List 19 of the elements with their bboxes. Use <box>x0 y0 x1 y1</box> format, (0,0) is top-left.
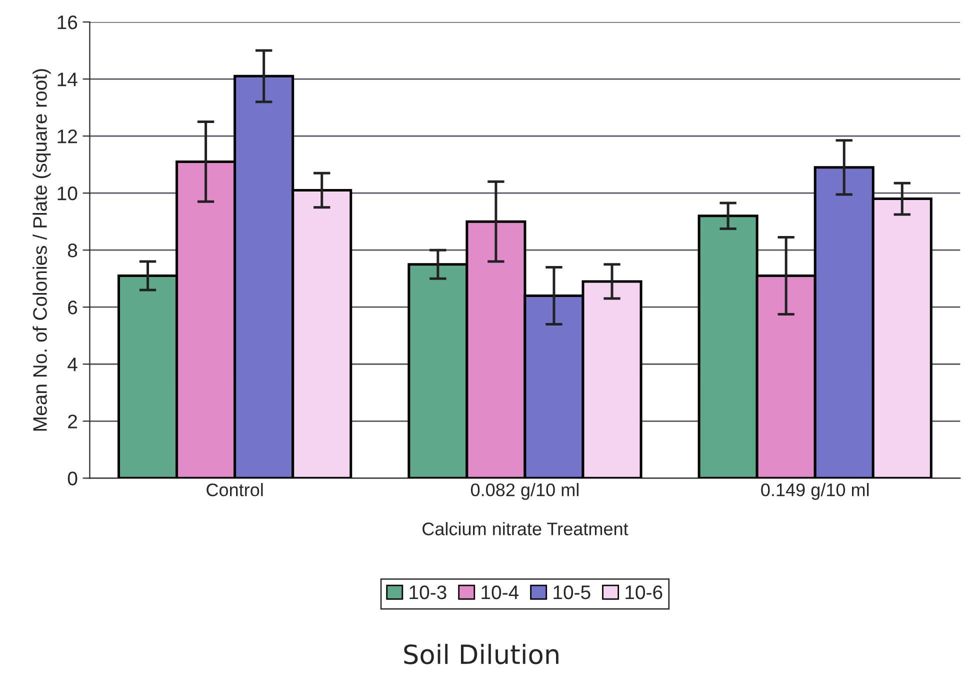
legend-label: 10-5 <box>554 585 590 600</box>
x-axis-title: Calcium nitrate Treatment <box>422 522 628 536</box>
y-tick-label: 14 <box>58 72 78 86</box>
legend-label: 10-6 <box>626 585 662 600</box>
y-tick-label: 0 <box>68 472 78 486</box>
y-axis-title: Mean No. of Colonies / Plate (square root) <box>32 69 51 431</box>
y-tick-label: 8 <box>68 244 78 258</box>
x-tick-label: 0.082 g/10 ml <box>470 483 578 500</box>
legend-label: 10-4 <box>482 585 519 600</box>
y-tick-label: 10 <box>58 186 78 200</box>
y-tick-label: 16 <box>58 15 78 30</box>
legend-title: Soil Dilution <box>404 644 558 664</box>
legend-label: 10-3 <box>410 585 446 600</box>
y-tick-label: 6 <box>68 300 78 314</box>
x-tick-label: 0.149 g/10 ml <box>761 483 869 500</box>
y-tick-label: 2 <box>68 414 77 428</box>
y-tick-label: 4 <box>68 358 78 372</box>
x-tick-label: Control <box>206 483 263 496</box>
y-tick-label: 12 <box>58 130 77 144</box>
